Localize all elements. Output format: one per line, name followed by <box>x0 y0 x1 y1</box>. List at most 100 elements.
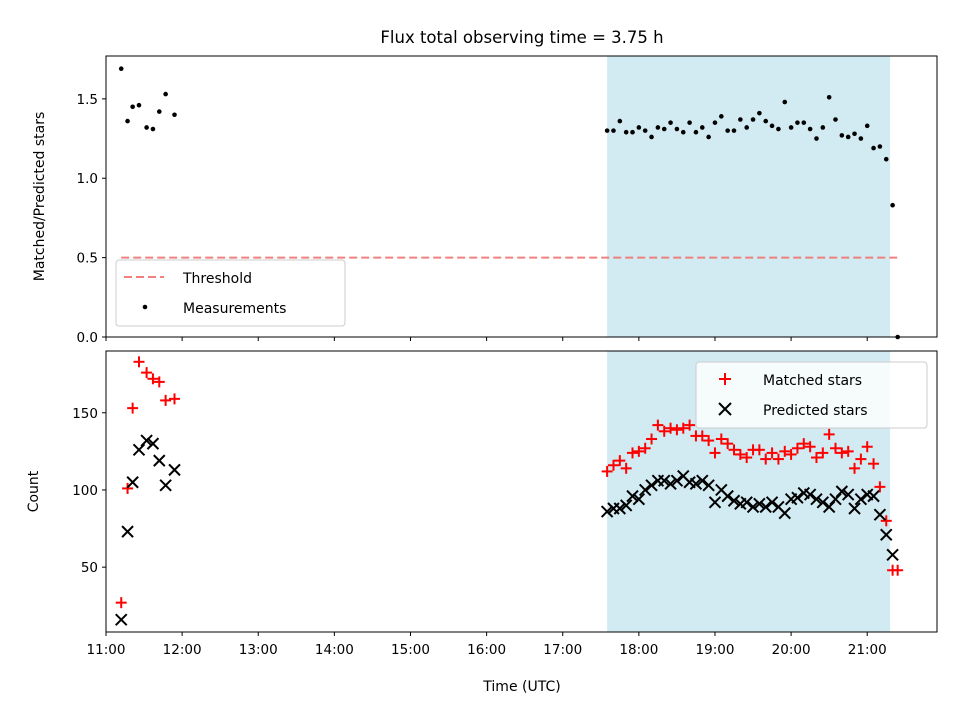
predicted-stars-point <box>835 485 849 498</box>
measurement-point <box>150 126 156 132</box>
measurement-point <box>864 123 870 129</box>
measurement-point <box>871 145 876 151</box>
predicted-stars-point <box>670 474 684 487</box>
matched-stars-point <box>779 445 791 457</box>
y-tick-label: 150 <box>72 406 98 422</box>
predicted-stars-point <box>841 488 855 501</box>
x-tick-label: 18:00 <box>619 642 658 658</box>
ratio-panel: 0.0 0.5 1.0 1.5 Matched/Predicted stars Thr… <box>32 55 938 346</box>
predicted-stars-point <box>613 502 627 515</box>
matched-stars-point <box>728 444 740 456</box>
measurement-point <box>125 118 130 124</box>
x-tick-label: 20:00 <box>772 642 811 658</box>
measurement-point <box>807 126 813 132</box>
predicted-stars-point <box>600 505 614 518</box>
top-legend: Threshold Measurements <box>115 259 346 327</box>
predicted-stars-point <box>759 500 772 514</box>
matched-stars-point <box>892 564 904 576</box>
x-axis-label: Time (UTC) <box>482 679 560 695</box>
measurement-point <box>172 112 177 118</box>
top-legend-box <box>115 259 346 327</box>
matched-stars-point <box>703 435 715 447</box>
measurement-point <box>118 66 124 72</box>
chart-title: Flux total observing time = 3.75 h <box>380 28 663 47</box>
measurement-point <box>744 125 749 130</box>
predicted-stars-point <box>132 443 146 457</box>
matched-stars-point <box>741 452 753 464</box>
measurement-point <box>883 156 889 162</box>
measurement-point <box>719 114 724 119</box>
measurement-point <box>661 126 667 132</box>
matched-stars-point <box>715 433 727 445</box>
predicted-stars-point <box>867 489 880 503</box>
measurement-point <box>655 125 661 130</box>
x-tick-label: 12:00 <box>163 642 202 658</box>
matched-stars-point <box>607 459 619 471</box>
measurement-point <box>649 134 654 140</box>
predicted-stars-point <box>121 525 134 538</box>
matched-stars-point <box>868 458 880 470</box>
measurement-point <box>725 128 730 133</box>
measurement-point <box>636 125 642 130</box>
matched-stars-point <box>122 482 134 494</box>
top-y-axis: 0.0 0.5 1.0 1.5 <box>77 92 106 346</box>
measurement-point <box>687 120 692 125</box>
matched-stars-point <box>127 402 139 414</box>
measurement-point <box>136 102 142 108</box>
matched-stars-point <box>874 481 886 493</box>
matched-stars-point <box>734 448 746 460</box>
matched-stars-point <box>880 515 892 527</box>
y-tick-label: 100 <box>72 483 98 499</box>
matched-stars-point <box>153 376 165 388</box>
predicted-stars-point <box>645 479 658 492</box>
y-tick-label: 0.0 <box>77 330 98 346</box>
matched-stars-point <box>766 447 778 459</box>
matched-stars-point <box>861 441 873 453</box>
measurement-point <box>852 131 857 137</box>
x-tick-label: 11:00 <box>87 642 126 658</box>
legend-measurements-swatch <box>142 304 148 310</box>
measurements-series <box>118 66 900 340</box>
bottom-x-axis: 11:00 12:00 13:00 14:00 15:00 16:00 17:00 18:00… <box>87 632 887 658</box>
x-tick-label: 15:00 <box>391 642 430 658</box>
matched-stars-point <box>601 465 613 477</box>
predicted-stars-point <box>880 528 893 541</box>
measurement-point <box>782 99 788 105</box>
measurement-point <box>801 120 807 125</box>
predicted-stars-point <box>115 613 128 626</box>
predicted-stars-point <box>638 483 652 497</box>
bottom-legend: Matched stars Predicted stars <box>695 361 928 429</box>
y-tick-label: 50 <box>81 560 98 576</box>
predicted-stars-point <box>689 477 703 490</box>
measurement-point <box>738 117 743 122</box>
predicted-stars-point <box>168 463 181 477</box>
measurement-point <box>144 125 149 130</box>
matched-stars-point <box>753 444 765 456</box>
measurement-point <box>890 202 895 208</box>
matched-stars-series <box>115 356 904 609</box>
matched-stars-point <box>614 455 626 467</box>
measurement-point <box>826 94 832 100</box>
matched-stars-point <box>830 442 842 454</box>
predicted-stars-point <box>848 502 861 515</box>
x-tick-label: 13:00 <box>239 642 278 658</box>
top-axes-frame <box>105 55 938 338</box>
measurement-point <box>623 129 629 135</box>
top-x-ticks <box>105 337 868 341</box>
predicted-stars-point <box>886 548 899 562</box>
top-observing-window <box>607 56 891 337</box>
predicted-stars-point <box>658 474 671 487</box>
measurement-point <box>833 117 838 122</box>
matched-stars-point <box>115 597 127 609</box>
measurement-point <box>611 128 616 133</box>
legend-predicted-swatch <box>718 402 732 416</box>
measurement-point <box>699 125 705 130</box>
predicted-stars-point <box>702 479 715 492</box>
bottom-y-axis-label: Count <box>26 470 42 512</box>
measurement-point <box>163 91 168 97</box>
legend-measurements-label: Measurements <box>183 301 286 317</box>
legend-matched-swatch <box>719 373 731 385</box>
measurement-point <box>693 129 699 135</box>
matched-stars-point <box>696 430 708 442</box>
y-tick-label: 1.0 <box>77 171 98 187</box>
